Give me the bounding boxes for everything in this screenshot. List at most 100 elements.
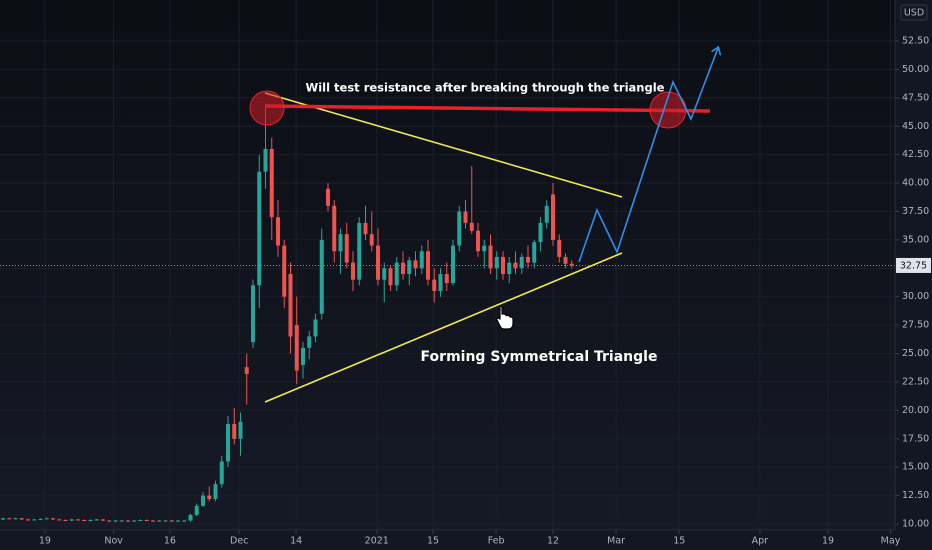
candle-body xyxy=(176,520,180,522)
candle-body xyxy=(344,234,349,263)
x-tick-label: 15 xyxy=(673,536,685,547)
x-tick-label: 12 xyxy=(547,536,559,547)
x-tick-label: 14 xyxy=(290,536,302,547)
candle-body xyxy=(369,234,374,246)
y-tick-label: 10.00 xyxy=(902,518,929,529)
candle-body xyxy=(138,520,143,521)
candle-body xyxy=(401,262,405,274)
candle-body xyxy=(482,245,487,252)
candle-body xyxy=(38,518,43,520)
candle-body xyxy=(338,234,343,252)
candle-body xyxy=(282,245,287,297)
candle-body xyxy=(157,520,162,522)
y-tick-label: 45.00 xyxy=(902,121,929,132)
triangle-upper xyxy=(264,92,623,198)
x-tick-label: Dec xyxy=(230,536,248,547)
candle-body xyxy=(57,519,62,521)
axes: 10.00 12.50 15.00 17.50 20.00 22.50 25.00 27.50… xyxy=(39,36,931,547)
candle-body xyxy=(363,222,368,235)
candle-body xyxy=(107,520,112,522)
candle-body xyxy=(494,256,499,269)
candle-body xyxy=(101,519,105,521)
y-tick-label: 37.50 xyxy=(902,206,929,217)
candle-body xyxy=(26,519,30,521)
candle-body xyxy=(438,273,443,292)
candle-body xyxy=(557,239,562,257)
y-tick-label: 50.00 xyxy=(902,64,929,75)
candle-body xyxy=(82,520,87,521)
candle-body xyxy=(169,520,174,522)
candle-body xyxy=(538,222,543,243)
candle-body xyxy=(94,519,99,521)
candle-body xyxy=(332,205,337,252)
annotation: Will test resistance after breaking thro… xyxy=(306,81,665,95)
candle-body xyxy=(532,242,537,263)
y-tick-label: 17.50 xyxy=(902,433,929,444)
candle-body xyxy=(88,520,93,521)
candle-body xyxy=(126,520,130,522)
candle-body xyxy=(232,423,237,439)
candle-body xyxy=(207,495,212,499)
candle-body xyxy=(132,520,137,522)
candle-body xyxy=(469,222,474,231)
candle-body xyxy=(294,325,299,371)
last-price-badge xyxy=(896,257,931,273)
candle-body xyxy=(432,279,437,292)
candles xyxy=(0,103,895,522)
candle-body xyxy=(357,222,362,280)
candle-body xyxy=(69,519,74,521)
candle-body xyxy=(488,245,493,269)
candle-body xyxy=(319,239,324,314)
candle-body xyxy=(76,519,80,521)
candle-body xyxy=(113,520,118,522)
candle-body xyxy=(519,256,524,269)
y-tick-label: 22.50 xyxy=(902,376,929,387)
candle-body xyxy=(13,518,18,520)
candle-body xyxy=(194,505,199,515)
candle-body xyxy=(376,245,380,280)
candle-body xyxy=(244,367,249,374)
price-axis xyxy=(895,0,932,550)
candle-body xyxy=(288,273,293,337)
candle-body xyxy=(476,230,480,252)
x-tick-label: 2021 xyxy=(365,536,389,547)
candle-body xyxy=(257,171,262,286)
candle-body xyxy=(526,256,530,263)
candle-body xyxy=(263,148,268,172)
candle-body xyxy=(276,217,280,246)
candle-body xyxy=(388,268,393,286)
y-tick-label: 52.50 xyxy=(902,36,929,47)
candle-body xyxy=(426,251,430,280)
y-tick-label: 40.00 xyxy=(902,178,929,189)
grid xyxy=(0,0,895,530)
candle-body xyxy=(351,262,355,280)
candle-body xyxy=(501,256,505,274)
candle-body xyxy=(394,262,399,286)
candle-body xyxy=(251,285,255,343)
y-tick-label: 25.00 xyxy=(902,348,929,359)
candle-body xyxy=(307,336,312,348)
candle-body xyxy=(413,260,418,269)
last-price-label: 32.75 xyxy=(900,260,927,271)
x-tick-label: 15 xyxy=(427,536,439,547)
y-tick-label: 30.00 xyxy=(902,291,929,302)
y-tick-label: 20.00 xyxy=(902,405,929,416)
candle-body xyxy=(419,251,424,269)
candle-body xyxy=(7,518,12,520)
triangle-lower xyxy=(264,252,623,403)
candle-body xyxy=(44,518,49,520)
x-tick-label: May xyxy=(881,536,901,547)
annotation: Forming Symmetrical Triangle xyxy=(421,349,658,365)
candle-body xyxy=(451,245,455,284)
candle-body xyxy=(238,421,243,439)
candle-body xyxy=(119,520,124,522)
candle-body xyxy=(63,520,68,521)
candle-body xyxy=(1,518,5,520)
candle-body xyxy=(226,423,230,462)
candle-body xyxy=(269,148,274,218)
candle-body xyxy=(563,256,568,264)
candle-body xyxy=(301,347,305,365)
y-tick-label: 27.50 xyxy=(902,320,929,331)
